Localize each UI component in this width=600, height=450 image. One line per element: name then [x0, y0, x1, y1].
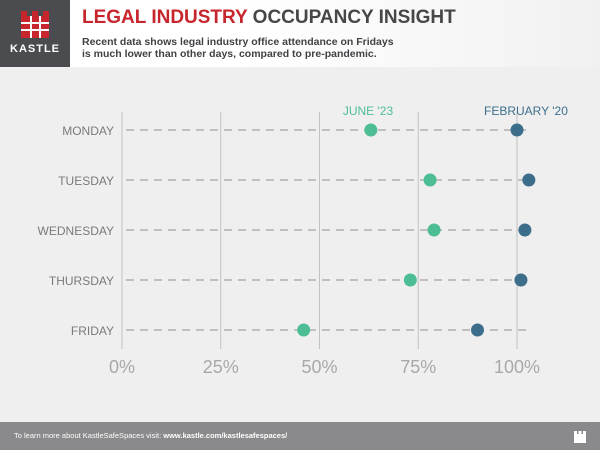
- footer-text: To learn more about KastleSafeSpaces vis…: [14, 431, 287, 440]
- page-subtitle: Recent data shows legal industry office …: [82, 36, 462, 60]
- data-point-february-20: [510, 123, 524, 137]
- x-tick-label: 25%: [203, 357, 239, 377]
- subtitle-line-1: Recent data shows legal industry office …: [82, 36, 394, 48]
- category-label: FRIDAY: [71, 324, 114, 338]
- data-point-february-20: [471, 323, 484, 337]
- data-point-june-23: [297, 323, 311, 337]
- castle-logo-icon: [21, 11, 49, 38]
- x-tick-label: 100%: [494, 357, 540, 377]
- brand-name: KASTLE: [10, 43, 60, 55]
- footer: To learn more about KastleSafeSpaces vis…: [0, 422, 600, 450]
- legend-february-20: FEBRUARY '20: [484, 104, 568, 118]
- data-point-february-20: [522, 173, 536, 187]
- data-point-june-23: [403, 273, 417, 287]
- page-title: LEGAL INDUSTRY OCCUPANCY INSIGHT: [82, 7, 456, 29]
- category-label: THURSDAY: [49, 274, 114, 288]
- category-label: MONDAY: [62, 124, 114, 138]
- title-part-1: LEGAL INDUSTRY: [82, 7, 248, 28]
- data-point-february-20: [514, 273, 528, 287]
- data-point-june-23: [423, 173, 437, 187]
- legend-june-23: JUNE '23: [343, 104, 394, 118]
- category-label: TUESDAY: [58, 174, 114, 188]
- footer-label: To learn more about KastleSafeSpaces vis…: [14, 431, 162, 440]
- footer-link[interactable]: www.kastle.com/kastlesafespaces/: [163, 431, 288, 440]
- x-tick-label: 50%: [301, 357, 337, 377]
- brand-logo[interactable]: KASTLE: [0, 0, 70, 67]
- subtitle-line-2: is much lower than other days, compared …: [82, 48, 377, 60]
- data-point-june-23: [427, 223, 441, 237]
- category-label: WEDNESDAY: [38, 224, 114, 238]
- data-point-june-23: [364, 123, 378, 137]
- header: KASTLE LEGAL INDUSTRY OCCUPANCY INSIGHT …: [0, 0, 600, 67]
- chart-panel: [0, 67, 600, 422]
- castle-small-icon: [574, 431, 586, 443]
- data-point-february-20: [518, 223, 532, 237]
- x-tick-label: 0%: [109, 357, 135, 377]
- x-tick-label: 75%: [400, 357, 436, 377]
- dot-plot-chart: 0% 25% 50% 75% 100% MONDAY TUESDAY WEDNESDAY THU…: [38, 104, 569, 377]
- title-part-2: OCCUPANCY INSIGHT: [252, 7, 456, 28]
